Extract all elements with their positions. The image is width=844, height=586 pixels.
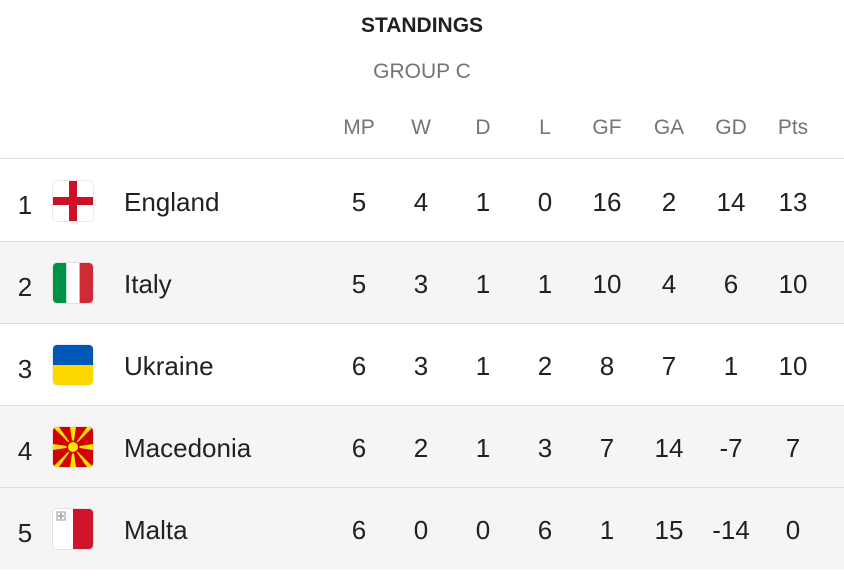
table-row[interactable]: 5 Malta 6 0 0 6 1 15 -14 0 — [0, 488, 844, 570]
stat-ga: 7 — [661, 351, 677, 381]
stat-w: 3 — [413, 351, 429, 381]
england-flag-icon — [53, 181, 93, 221]
stat-gf: 10 — [592, 269, 622, 299]
stat-l: 0 — [537, 187, 553, 217]
stat-ga: 14 — [654, 433, 684, 463]
stat-pts: 10 — [778, 269, 808, 299]
rank: 4 — [17, 436, 33, 466]
table-header: MP W D L GF GA GD Pts — [0, 116, 844, 160]
col-header-d: D — [475, 116, 491, 139]
macedonia-flag-icon — [53, 427, 93, 467]
stat-pts: 10 — [778, 351, 808, 381]
group-subtitle: GROUP C — [373, 60, 471, 83]
table-row[interactable]: 2 Italy 5 3 1 1 10 4 6 10 — [0, 242, 844, 324]
stat-gd: -14 — [712, 515, 750, 545]
stat-ga: 4 — [661, 269, 677, 299]
italy-flag-icon — [53, 263, 93, 303]
rank: 2 — [17, 272, 33, 302]
stat-ga: 2 — [661, 187, 677, 217]
stat-mp: 5 — [351, 187, 367, 217]
stat-mp: 6 — [351, 351, 367, 381]
team-name[interactable]: Malta — [124, 515, 188, 545]
stat-gf: 8 — [599, 351, 615, 381]
stat-w: 3 — [413, 269, 429, 299]
rank: 1 — [17, 190, 33, 220]
stat-w: 4 — [413, 187, 429, 217]
col-header-ga: GA — [653, 116, 685, 139]
stat-gd: 1 — [723, 351, 739, 381]
stat-d: 0 — [475, 515, 491, 545]
stat-l: 6 — [537, 515, 553, 545]
stat-ga: 15 — [654, 515, 684, 545]
stat-d: 1 — [475, 433, 491, 463]
stat-gf: 16 — [592, 187, 622, 217]
table-row[interactable]: 3 Ukraine 6 3 1 2 8 7 1 10 — [0, 324, 844, 406]
col-header-gf: GF — [592, 116, 622, 139]
table-row[interactable]: 4 Macedonia 6 2 1 3 7 14 -7 7 — [0, 406, 844, 488]
stat-pts: 7 — [785, 433, 801, 463]
team-name[interactable]: England — [124, 187, 220, 217]
team-name[interactable]: Ukraine — [124, 351, 214, 381]
rank: 3 — [17, 354, 33, 384]
stat-pts: 13 — [778, 187, 808, 217]
stat-gd: 6 — [723, 269, 739, 299]
team-name[interactable]: Italy — [124, 269, 172, 299]
col-header-mp: MP — [343, 116, 375, 139]
stat-l: 3 — [537, 433, 553, 463]
stat-mp: 6 — [351, 433, 367, 463]
stat-d: 1 — [475, 187, 491, 217]
stat-gd: 14 — [716, 187, 746, 217]
stat-l: 1 — [537, 269, 553, 299]
stat-w: 2 — [413, 433, 429, 463]
stat-gf: 7 — [599, 433, 615, 463]
ukraine-flag-icon — [53, 345, 93, 385]
header-divider — [0, 158, 844, 159]
col-header-pts: Pts — [777, 116, 809, 139]
stat-d: 1 — [475, 269, 491, 299]
stat-l: 2 — [537, 351, 553, 381]
stat-d: 1 — [475, 351, 491, 381]
stat-w: 0 — [413, 515, 429, 545]
malta-flag-icon — [53, 509, 93, 549]
col-header-gd: GD — [715, 116, 747, 139]
stat-gd: -7 — [719, 433, 743, 463]
stat-pts: 0 — [785, 515, 801, 545]
col-header-l: L — [539, 116, 551, 139]
team-name[interactable]: Macedonia — [124, 433, 252, 463]
col-header-w: W — [411, 116, 431, 139]
table-row[interactable]: 1 England 5 4 1 0 16 2 14 13 — [0, 160, 844, 242]
standings-title: STANDINGS — [360, 14, 484, 37]
stat-mp: 6 — [351, 515, 367, 545]
stat-gf: 1 — [599, 515, 615, 545]
stat-mp: 5 — [351, 269, 367, 299]
rank: 5 — [17, 518, 33, 548]
